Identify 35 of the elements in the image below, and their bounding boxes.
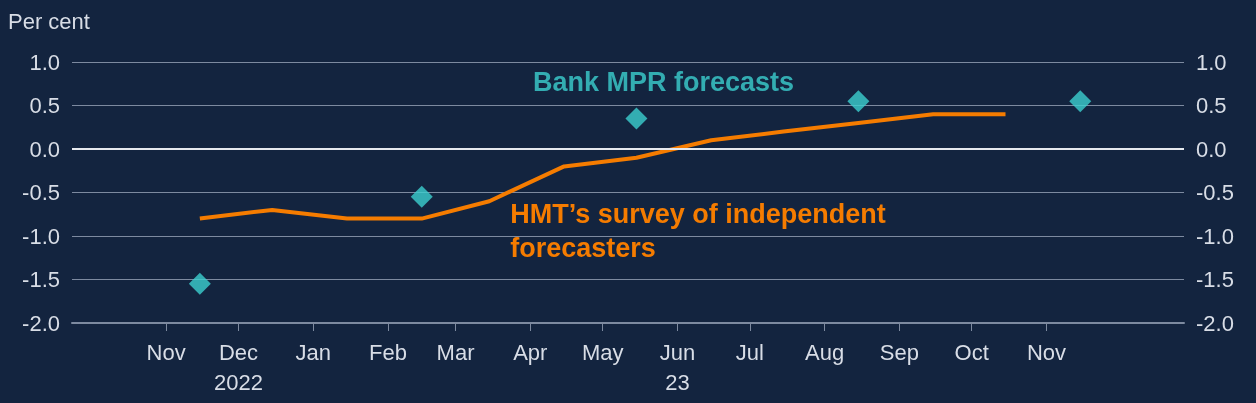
x-tick-label: Aug bbox=[805, 339, 845, 365]
x-tick-label: Nov bbox=[146, 339, 186, 365]
y2-tick-label: 0.5 bbox=[1196, 93, 1227, 118]
x-tick-label: Apr bbox=[513, 339, 548, 365]
y2-tick-label: -1.5 bbox=[1196, 267, 1234, 292]
point bbox=[847, 90, 870, 113]
point bbox=[1069, 90, 1092, 113]
y-tick-label: -0.5 bbox=[22, 180, 60, 205]
point bbox=[625, 107, 648, 130]
x-tick-label: Feb bbox=[369, 339, 407, 365]
y2-tick-label: 1.0 bbox=[1196, 49, 1227, 75]
y2-tick-label: 0.0 bbox=[1196, 136, 1227, 162]
x-tick-label: Jul bbox=[735, 339, 764, 365]
x-tick-label: May bbox=[581, 339, 624, 365]
y2-tick-label: -0.5 bbox=[1196, 180, 1234, 205]
y-axis-title: Per cent bbox=[8, 8, 90, 34]
x-tick-label: Jun 23 bbox=[659, 339, 696, 395]
series-label: Bank MPR forecasts bbox=[532, 66, 794, 97]
y2-tick-label: -1.0 bbox=[1196, 223, 1234, 249]
series-label: HMT’s survey of independent forecasters bbox=[510, 199, 894, 264]
y-tick-label: 0.5 bbox=[29, 93, 60, 118]
x-tick-label: Mar bbox=[436, 339, 475, 365]
x-tick-label: Oct bbox=[954, 339, 989, 365]
y-tick-label: 1.0 bbox=[29, 49, 60, 75]
y-tick-label: 0.0 bbox=[29, 136, 60, 162]
x-tick-label: Nov bbox=[1026, 339, 1067, 365]
y-tick-label: -1.0 bbox=[22, 223, 60, 249]
x-tick-label: Jan bbox=[295, 339, 331, 365]
x-tick-label: Dec 2022 bbox=[213, 339, 263, 395]
point bbox=[188, 272, 211, 295]
y-tick-label: -1.5 bbox=[22, 267, 60, 292]
y2-tick-label: -2.0 bbox=[1196, 310, 1234, 336]
point bbox=[410, 185, 433, 208]
y-tick-label: -2.0 bbox=[22, 310, 60, 336]
x-tick-label: Sep bbox=[879, 339, 919, 365]
